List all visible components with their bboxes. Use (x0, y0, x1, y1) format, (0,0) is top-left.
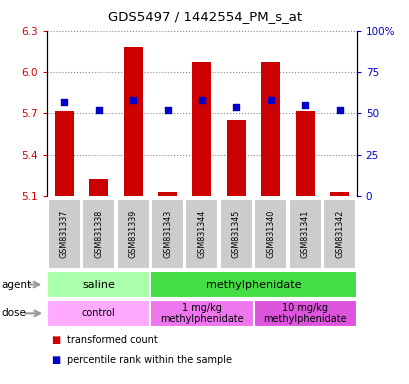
FancyBboxPatch shape (322, 199, 355, 269)
Text: GSM831344: GSM831344 (197, 210, 206, 258)
Text: GSM831341: GSM831341 (300, 210, 309, 258)
FancyBboxPatch shape (253, 300, 356, 327)
Point (164, 107, 171, 113)
Bar (55, 111, 74, 196)
Bar (124, 47, 142, 196)
Text: GSM831342: GSM831342 (334, 210, 343, 258)
Point (130, 97, 136, 103)
Text: saline: saline (82, 280, 115, 290)
Text: ■: ■ (51, 335, 61, 345)
Text: dose: dose (1, 308, 26, 318)
Point (267, 97, 273, 103)
FancyBboxPatch shape (116, 199, 149, 269)
Text: GSM831340: GSM831340 (265, 210, 274, 258)
Point (232, 104, 239, 110)
FancyBboxPatch shape (48, 199, 81, 269)
Bar (261, 62, 279, 196)
FancyBboxPatch shape (185, 199, 218, 269)
Bar (89, 179, 108, 196)
Point (198, 97, 204, 103)
FancyBboxPatch shape (254, 199, 287, 269)
Text: control: control (82, 308, 115, 318)
FancyBboxPatch shape (219, 199, 252, 269)
FancyBboxPatch shape (47, 271, 150, 298)
Text: ■: ■ (51, 355, 61, 365)
Text: agent: agent (1, 280, 31, 290)
Point (335, 107, 342, 113)
Point (61, 99, 67, 105)
Bar (158, 192, 177, 196)
Point (301, 102, 308, 108)
Text: 10 mg/kg
methylphenidate: 10 mg/kg methylphenidate (263, 303, 346, 324)
Point (95, 107, 102, 113)
FancyBboxPatch shape (47, 300, 150, 327)
Text: GSM831337: GSM831337 (60, 210, 69, 258)
FancyBboxPatch shape (150, 271, 356, 298)
Text: GDS5497 / 1442554_PM_s_at: GDS5497 / 1442554_PM_s_at (108, 10, 301, 23)
Text: GSM831345: GSM831345 (231, 210, 240, 258)
Text: GSM831343: GSM831343 (163, 210, 172, 258)
Bar (192, 62, 211, 196)
FancyBboxPatch shape (82, 199, 115, 269)
Bar (329, 192, 348, 196)
FancyBboxPatch shape (151, 199, 184, 269)
Text: percentile rank within the sample: percentile rank within the sample (67, 355, 231, 365)
FancyBboxPatch shape (288, 199, 321, 269)
Bar (226, 120, 245, 196)
FancyBboxPatch shape (150, 300, 253, 327)
Text: 1 mg/kg
methylphenidate: 1 mg/kg methylphenidate (160, 303, 243, 324)
Text: GSM831339: GSM831339 (128, 210, 137, 258)
Text: transformed count: transformed count (67, 335, 157, 345)
Bar (295, 111, 314, 196)
Text: methylphenidate: methylphenidate (205, 280, 301, 290)
Text: GSM831338: GSM831338 (94, 210, 103, 258)
